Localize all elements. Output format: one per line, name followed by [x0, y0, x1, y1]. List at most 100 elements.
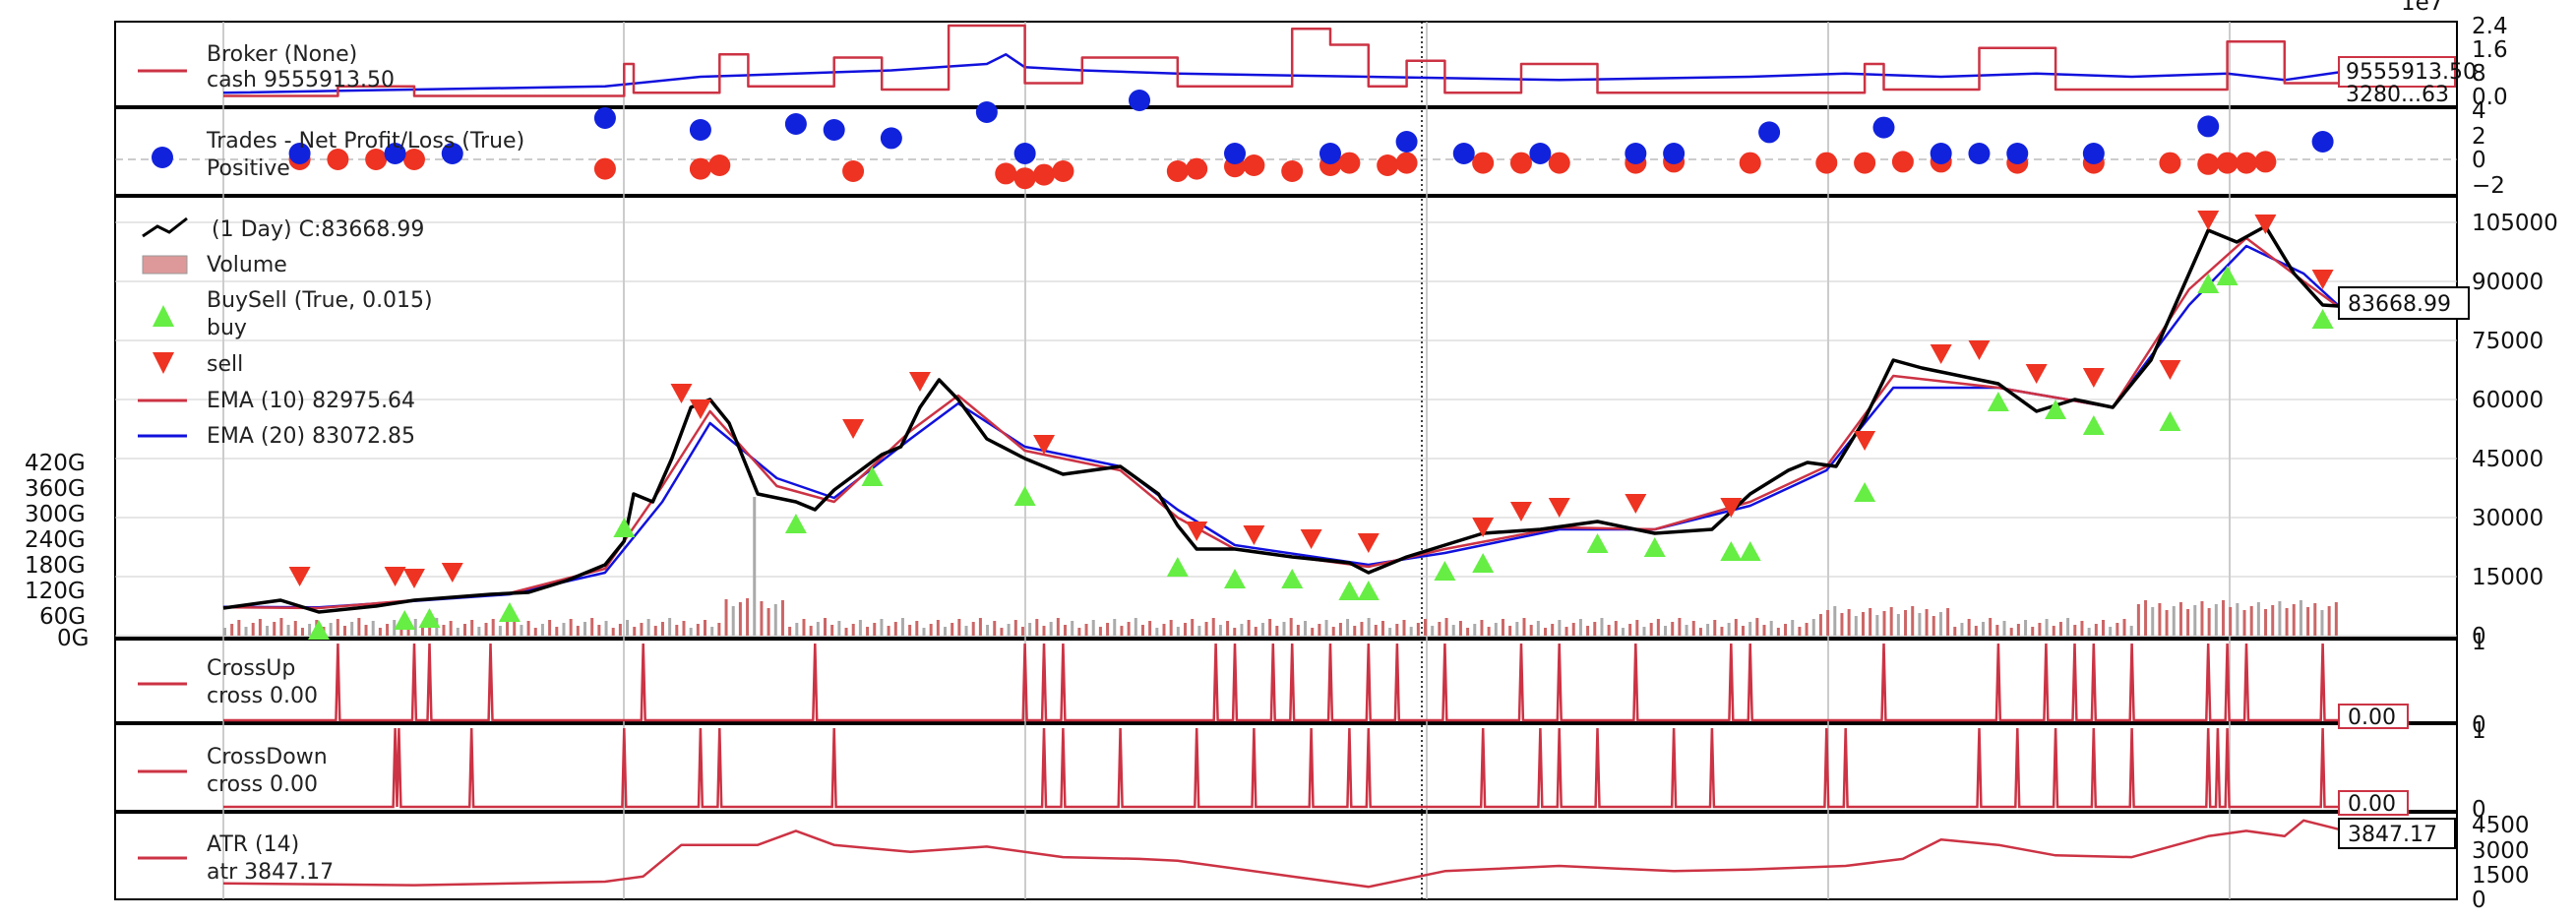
- price-tick-right-5: 30000: [2472, 506, 2544, 531]
- volume-bar: [1600, 618, 1604, 636]
- volume-bar: [491, 619, 495, 636]
- sell-marker: [908, 372, 931, 392]
- volume-bar: [1918, 613, 1922, 636]
- volume-bar: [1967, 619, 1971, 636]
- volume-bar: [2221, 600, 2225, 636]
- volume-bar: [2320, 610, 2324, 636]
- volume-bar: [2236, 603, 2239, 636]
- volume-bar: [1805, 623, 1809, 636]
- volume-bar: [1049, 622, 1053, 636]
- volume-bar: [1197, 626, 1201, 636]
- sell-marker: [1509, 502, 1532, 522]
- sell-marker: [1033, 435, 1056, 455]
- buy-marker: [1854, 482, 1876, 502]
- sell-marker: [402, 569, 425, 588]
- volume-bar: [1424, 619, 1428, 636]
- buy-marker: [2311, 309, 2334, 329]
- buy-marker: [307, 620, 330, 640]
- volume-bar: [1713, 620, 1717, 636]
- volume-bar: [2193, 605, 2197, 636]
- volume-bar: [1346, 619, 1350, 636]
- price-tick-left-3: 240G: [25, 527, 86, 553]
- volume-bar: [449, 621, 453, 636]
- trade-profit-marker: [1968, 143, 1991, 164]
- buy-marker: [1013, 486, 1036, 506]
- trade-profit-marker: [784, 113, 807, 135]
- trade-loss-marker: [1281, 160, 1304, 182]
- price-legend-buysell: BuySell (True, 0.015): [207, 288, 433, 313]
- volume-bar: [1889, 607, 1893, 636]
- trade-profit-marker: [384, 143, 406, 164]
- volume-bar: [1409, 627, 1413, 636]
- trade-loss-marker: [2197, 153, 2220, 175]
- volume-bar: [2129, 626, 2133, 636]
- volume-bar: [1077, 628, 1081, 636]
- volume-bar: [908, 625, 912, 636]
- crossup-line: [223, 643, 2342, 722]
- atr-value-box-text: 3847.17: [2348, 823, 2437, 847]
- volume-bar: [824, 618, 828, 636]
- volume-bar: [1656, 619, 1660, 636]
- sell-legend-icon: [153, 352, 174, 374]
- volume-bar: [816, 622, 820, 636]
- crossdown-line: [223, 727, 2342, 809]
- volume-bar: [562, 623, 566, 636]
- close-price-line: [222, 224, 2343, 614]
- volume-bar: [1360, 622, 1364, 636]
- volume-bar: [1254, 627, 1257, 636]
- sell-marker: [2254, 215, 2277, 234]
- volume-bar: [548, 620, 552, 636]
- buy-marker: [1987, 392, 2009, 411]
- sell-marker: [2025, 364, 2048, 384]
- volume-bar: [646, 619, 650, 636]
- sell-marker: [1720, 498, 1743, 518]
- volume-bar: [1882, 611, 1886, 636]
- volume-bar: [668, 618, 672, 636]
- trade-profit-marker: [1395, 131, 1418, 153]
- crossup-tick-1: 0: [2472, 712, 2486, 738]
- volume-bar: [936, 620, 940, 636]
- buy-marker: [394, 610, 416, 630]
- volume-bar: [1211, 618, 1215, 636]
- volume-bar: [604, 621, 608, 636]
- volume-bar: [1380, 621, 1384, 636]
- broker-tick-1: 1.6: [2472, 37, 2508, 63]
- price-tick-right-4: 45000: [2472, 447, 2544, 472]
- volume-bar: [1438, 622, 1441, 636]
- volume-bar: [2073, 625, 2077, 636]
- buy-marker: [2159, 411, 2181, 431]
- sell-marker: [2159, 360, 2181, 380]
- volume-bar: [1960, 623, 1964, 636]
- offset-label: 1e7: [2401, 0, 2443, 16]
- trades-tick-2: 0: [2472, 148, 2486, 173]
- crossup-tick-0: 1: [2472, 630, 2486, 655]
- volume-bar: [1282, 622, 1286, 636]
- trade-loss-marker: [995, 162, 1017, 185]
- crossup-value-box-text: 0.00: [2348, 706, 2396, 730]
- crossdown-tick-0: 1: [2472, 718, 2486, 744]
- trade-profit-marker: [441, 143, 463, 164]
- volume-bar: [1564, 627, 1568, 636]
- sell-marker: [1625, 494, 1647, 514]
- volume-bar: [640, 623, 644, 636]
- buy-marker: [1720, 541, 1743, 561]
- crossdown-tick-1: 0: [2472, 797, 2486, 823]
- sell-marker: [689, 399, 711, 419]
- volume-bar: [1494, 623, 1498, 636]
- trade-loss-marker: [327, 149, 349, 170]
- volume-bar: [2016, 624, 2020, 636]
- volume-bar: [1289, 618, 1293, 636]
- volume-bar: [2066, 618, 2070, 636]
- volume-bar: [1685, 625, 1688, 636]
- volume-bar: [2313, 603, 2317, 636]
- volume-bar: [1515, 622, 1519, 636]
- volume-bar: [1522, 618, 1526, 636]
- volume-bar: [2200, 601, 2204, 636]
- broker-cash-label: cash 9555913.50: [207, 68, 395, 92]
- volume-bar: [1084, 624, 1088, 636]
- broker-tick-0: 2.4: [2472, 14, 2508, 39]
- buy-marker: [2197, 274, 2220, 293]
- volume-bar: [1989, 618, 1993, 636]
- volume-bar: [1875, 615, 1879, 636]
